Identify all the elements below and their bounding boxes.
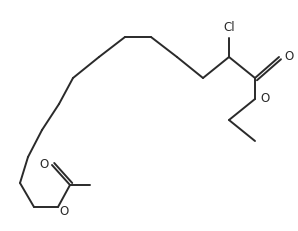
Text: Cl: Cl: [223, 21, 235, 34]
Text: O: O: [260, 92, 269, 106]
Text: O: O: [59, 205, 68, 218]
Text: O: O: [284, 51, 293, 64]
Text: O: O: [40, 158, 49, 171]
